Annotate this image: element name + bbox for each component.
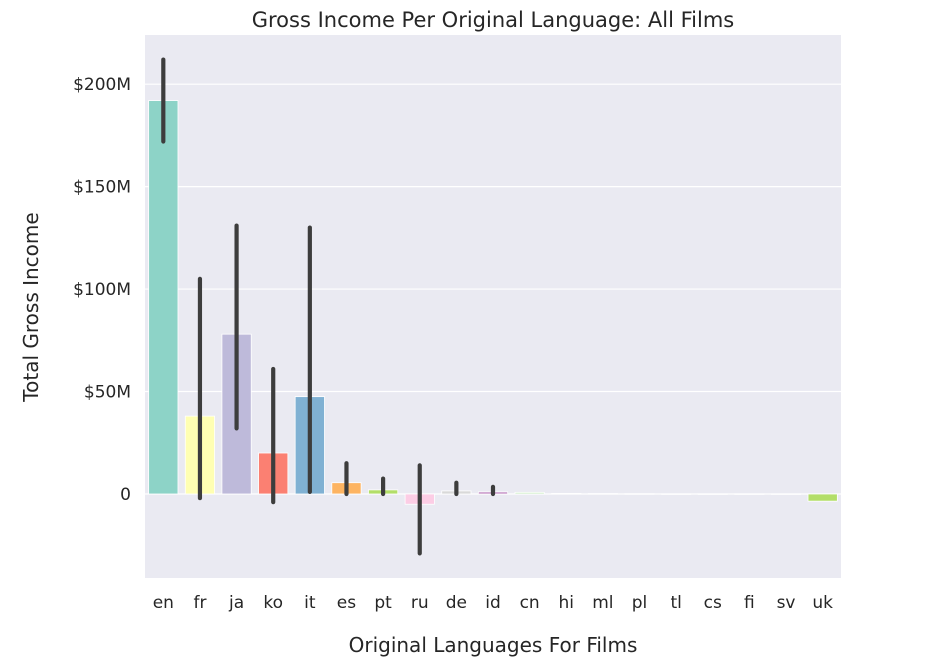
- x-tick-label: sv: [777, 593, 796, 613]
- chart-title: Gross Income Per Original Language: All …: [252, 8, 735, 32]
- bar-cn: [514, 491, 545, 495]
- x-tick-label: en: [153, 593, 174, 613]
- x-tick-label: uk: [812, 593, 833, 613]
- bar-hi: [551, 492, 582, 495]
- bar-sv: [771, 493, 802, 495]
- y-tick-label: 0: [120, 485, 131, 505]
- y-axis-label: Total Gross Income: [19, 212, 43, 402]
- y-ticks: 0 $50M $100M $150M $200M: [73, 75, 131, 505]
- x-tick-label: tl: [670, 593, 681, 613]
- x-tick-label: fi: [744, 593, 755, 613]
- y-tick-label: $50M: [84, 383, 131, 403]
- x-tick-label: de: [446, 593, 467, 613]
- x-tick-label: hi: [559, 593, 575, 613]
- x-tick-label: ja: [228, 593, 244, 613]
- bar-en: [148, 100, 179, 495]
- x-tick-label: cs: [704, 593, 722, 613]
- x-tick-label: fr: [193, 593, 206, 613]
- bar-tl: [661, 493, 692, 495]
- x-tick-label: ru: [411, 593, 429, 613]
- bar-pl: [624, 493, 655, 495]
- bar-cs: [697, 493, 728, 495]
- bar-ml: [587, 493, 618, 495]
- x-tick-label: ko: [263, 593, 283, 613]
- x-tick-label: ml: [592, 593, 613, 613]
- plot-background: [145, 35, 841, 578]
- bar-fi: [734, 493, 765, 495]
- error-bars: [161, 57, 496, 556]
- y-tick-label: $100M: [73, 280, 131, 300]
- y-tick-label: $200M: [73, 75, 131, 95]
- y-tick-label: $150M: [73, 178, 131, 198]
- x-tick-label: pl: [632, 593, 648, 613]
- x-tick-label: es: [337, 593, 356, 613]
- bar-uk: [807, 493, 838, 502]
- x-tick-label: it: [304, 593, 316, 613]
- x-tick-label: pt: [374, 593, 392, 613]
- x-tick-label: id: [485, 593, 501, 613]
- x-tick-label: cn: [520, 593, 540, 613]
- x-ticks: en fr ja ko it es pt ru de id cn hi ml pl tl cs fi sv uk: [153, 593, 833, 613]
- x-axis-label: Original Languages For Films: [349, 633, 638, 657]
